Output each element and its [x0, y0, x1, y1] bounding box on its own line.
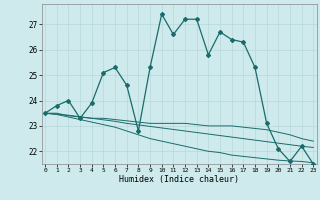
X-axis label: Humidex (Indice chaleur): Humidex (Indice chaleur)	[119, 175, 239, 184]
